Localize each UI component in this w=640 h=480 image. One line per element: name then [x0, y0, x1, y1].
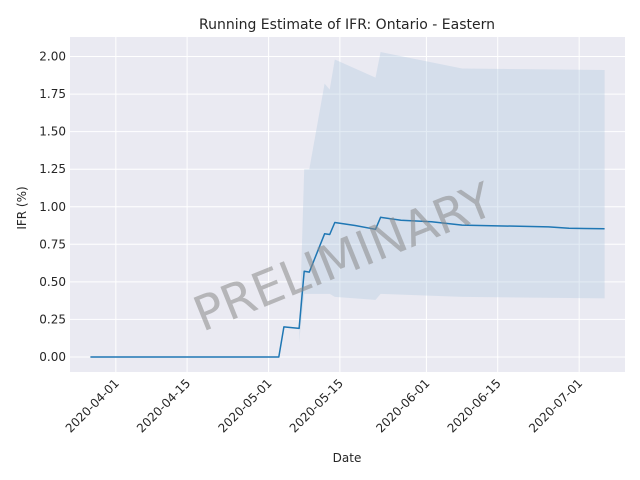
x-tick-label: 2020-05-15 [287, 376, 346, 435]
y-tick-label: 1.00 [39, 200, 66, 214]
x-tick-label: 2020-04-15 [134, 376, 193, 435]
confidence-band [283, 52, 605, 342]
x-axis-label: Date [333, 451, 362, 465]
x-tick-label: 2020-06-01 [373, 376, 432, 435]
y-tick-label: 0.00 [39, 350, 66, 364]
x-tick-label: 2020-06-15 [445, 376, 504, 435]
y-tick-label: 1.25 [39, 162, 66, 176]
y-tick-label: 0.25 [39, 312, 66, 326]
y-tick-label: 0.75 [39, 237, 66, 251]
series-line-layer [90, 216, 605, 358]
x-tick-label: 2020-07-01 [526, 376, 585, 435]
y-tick-labels: 0.00 0.25 0.50 0.75 1.00 1.25 1.50 1.75 2.00 [39, 50, 66, 364]
x-tick-labels: 2020-04-01 2020-04-15 2020-05-01 2020-05-15… [63, 376, 586, 435]
x-tick-label: 2020-05-01 [215, 376, 274, 435]
y-tick-label: 0.50 [39, 275, 66, 289]
plot-area [70, 37, 625, 372]
x-tick-label: 2020-04-01 [63, 376, 122, 435]
y-tick-label: 2.00 [39, 50, 66, 64]
y-axis-label: IFR (%) [15, 186, 29, 229]
confidence-band-layer [283, 52, 605, 342]
ifr-series-line [90, 216, 605, 358]
y-tick-label: 1.75 [39, 87, 66, 101]
y-tick-label: 1.50 [39, 125, 66, 139]
chart-title: Running Estimate of IFR: Ontario - Easte… [199, 17, 495, 33]
